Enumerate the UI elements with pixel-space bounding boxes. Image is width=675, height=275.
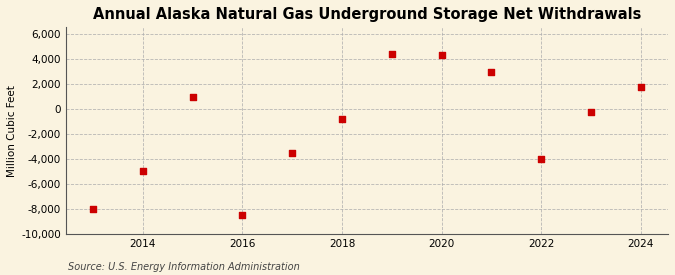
Point	[187, 95, 198, 100]
Point	[635, 85, 646, 90]
Point	[88, 207, 99, 211]
Title: Annual Alaska Natural Gas Underground Storage Net Withdrawals: Annual Alaska Natural Gas Underground St…	[92, 7, 641, 22]
Point	[436, 53, 447, 57]
Text: Source: U.S. Energy Information Administration: Source: U.S. Energy Information Administ…	[68, 262, 299, 272]
Y-axis label: Million Cubic Feet: Million Cubic Feet	[7, 85, 17, 177]
Point	[536, 156, 547, 161]
Point	[237, 213, 248, 217]
Point	[386, 51, 397, 56]
Point	[585, 110, 596, 115]
Point	[138, 169, 148, 174]
Point	[337, 117, 348, 121]
Point	[486, 70, 497, 75]
Point	[287, 150, 298, 155]
